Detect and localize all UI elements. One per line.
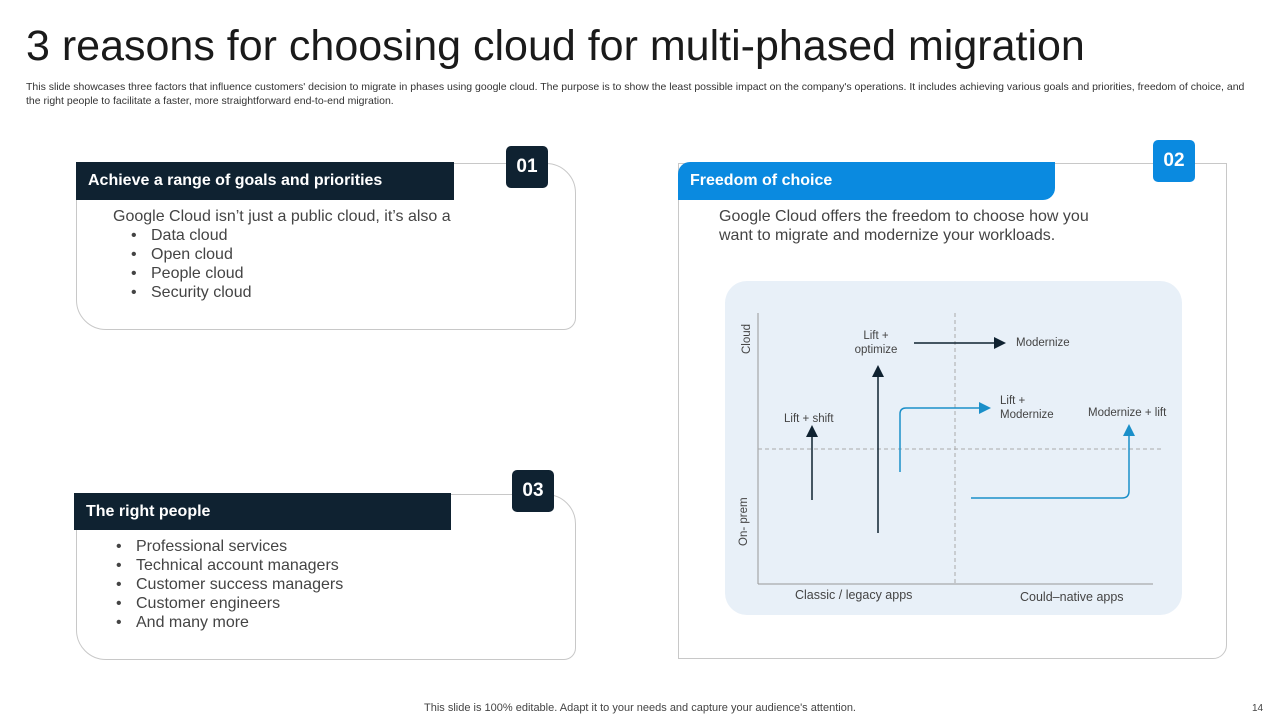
label-modernize-lift: Modernize + lift (1088, 407, 1167, 419)
card-freedom-badge: 02 (1153, 140, 1195, 182)
list-item: Professional services (116, 537, 343, 556)
x-axis-right-label: Could–native apps (1020, 590, 1124, 604)
list-item: Open cloud (131, 245, 252, 264)
migration-diagram (725, 281, 1182, 615)
card-goals-heading: Achieve a range of goals and priorities (76, 162, 454, 200)
card-people-heading: The right people (74, 493, 451, 530)
page-number: 14 (1252, 703, 1264, 714)
list-item: People cloud (131, 264, 252, 283)
card-freedom-intro: Google Cloud offers the freedom to choos… (719, 208, 1089, 244)
card-freedom-heading: Freedom of choice (678, 162, 1055, 200)
list-item: Technical account managers (116, 556, 343, 575)
footer-note: This slide is 100% editable. Adapt it to… (424, 702, 856, 714)
label-lift-shift: Lift + shift (784, 413, 834, 425)
arrow-modernize-lift (971, 424, 1135, 499)
card-people-list: Professional services Technical account … (116, 537, 343, 632)
card-goals-list: Data cloud Open cloud People cloud Secur… (131, 226, 252, 302)
page-title: 3 reasons for choosing cloud for multi-p… (26, 22, 1085, 70)
y-axis-top-label: Cloud (741, 323, 753, 354)
list-item: Customer success managers (116, 575, 343, 594)
x-axis-left-label: Classic / legacy apps (795, 588, 913, 602)
card-people-badge: 03 (512, 470, 554, 512)
label-lift-modernize: Lift + Modernize (1000, 395, 1054, 421)
list-item: Security cloud (131, 283, 252, 302)
list-item: And many more (116, 613, 343, 632)
list-item: Data cloud (131, 226, 252, 245)
list-item: Customer engineers (116, 594, 343, 613)
label-lift-optimize: Lift + optimize (854, 330, 898, 356)
arrow-lift-modernize (899, 402, 991, 472)
page-subtitle: This slide showcases three factors that … (26, 81, 1245, 107)
y-axis-bottom-label: On- prem (738, 497, 750, 546)
label-modernize: Modernize (1016, 337, 1070, 349)
card-goals-badge: 01 (506, 146, 548, 188)
card-goals-intro: Google Cloud isn’t just a public cloud, … (113, 208, 451, 225)
